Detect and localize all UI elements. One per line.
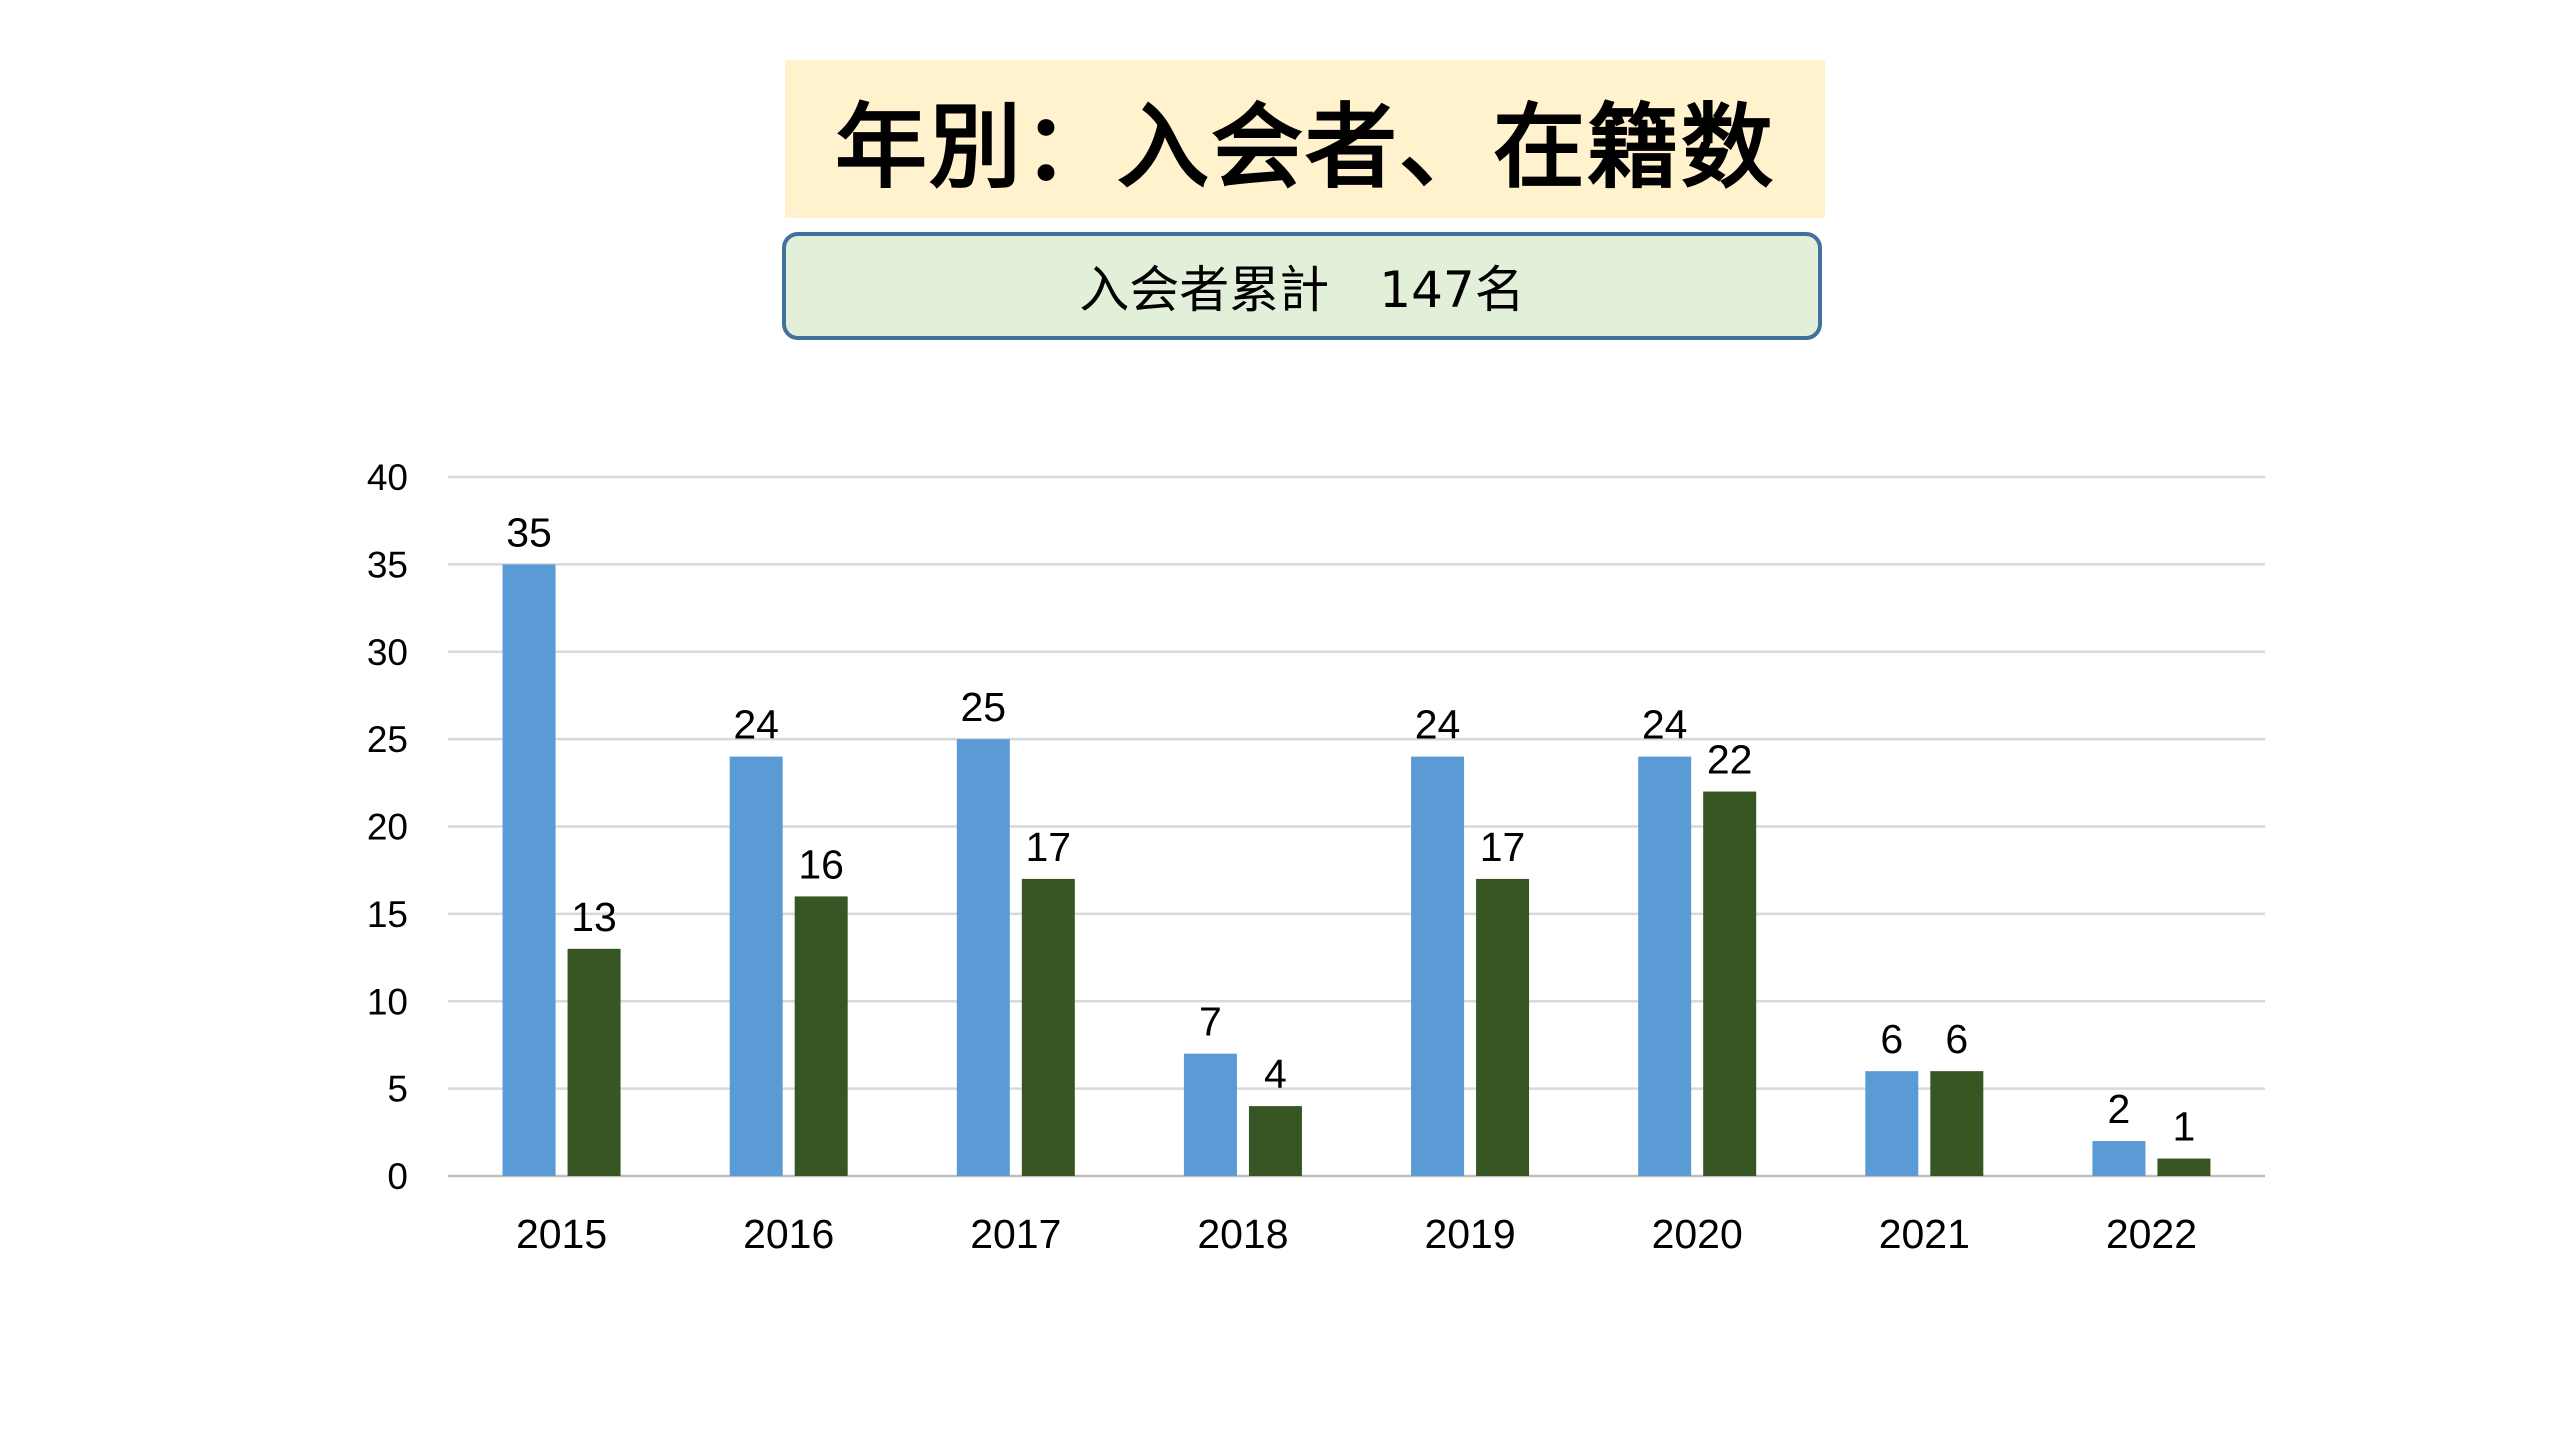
y-tick-label: 35 <box>367 544 408 585</box>
bar-2015-series-2 <box>567 948 621 1176</box>
bar-2018-series-1 <box>1183 1053 1237 1176</box>
bar-2020-series-2 <box>1703 791 1757 1176</box>
x-category-label: 2019 <box>1424 1211 1515 1257</box>
bar-2018-series-2 <box>1248 1106 1302 1176</box>
bar-2019-series-1 <box>1411 756 1465 1176</box>
y-tick-label: 15 <box>367 894 408 935</box>
x-category-label: 2022 <box>2106 1211 2197 1257</box>
bar-2015-series-1 <box>502 564 556 1176</box>
data-label: 2 <box>2108 1086 2131 1132</box>
bar-2021-series-1 <box>1865 1071 1919 1176</box>
x-axis-category-labels: 2015 2016 2017 2018 2019 2020 2021 2022 <box>516 1211 2197 1257</box>
data-label: 24 <box>1415 702 1461 748</box>
data-label: 25 <box>961 684 1007 730</box>
x-category-label: 2020 <box>1652 1211 1743 1257</box>
bar-2017-series-2 <box>1021 878 1075 1176</box>
bar-2022-series-1 <box>2092 1141 2146 1176</box>
data-label: 7 <box>1199 999 1222 1045</box>
y-tick-label: 0 <box>387 1156 408 1197</box>
y-axis-tick-labels: 0 5 10 15 20 25 30 35 40 <box>367 457 408 1197</box>
data-labels: 35 13 24 16 25 17 74 24 17 24 22 6 6 2 1 <box>506 509 2195 1149</box>
data-label: 17 <box>1026 824 1072 870</box>
bar-2016-series-1 <box>729 756 783 1176</box>
gridlines <box>448 475 2265 1178</box>
data-label: 35 <box>506 509 552 555</box>
bar-2016-series-2 <box>794 896 848 1176</box>
bar-2019-series-2 <box>1476 878 1530 1176</box>
x-category-label: 2016 <box>743 1211 834 1257</box>
y-tick-label: 10 <box>367 981 408 1022</box>
bar-2021-series-2 <box>1930 1071 1984 1176</box>
data-label: 4 <box>1264 1051 1287 1097</box>
data-label: 24 <box>1642 702 1688 748</box>
summary-box: 入会者累計 147名 <box>782 232 1822 340</box>
title-banner: 年別：入会者、在籍数 <box>785 60 1825 218</box>
bar-2020-series-1 <box>1638 756 1692 1176</box>
bar-2017-series-1 <box>956 739 1010 1176</box>
x-category-label: 2018 <box>1197 1211 1288 1257</box>
x-category-label: 2021 <box>1879 1211 1970 1257</box>
x-category-label: 2015 <box>516 1211 607 1257</box>
data-label: 6 <box>1880 1016 1903 1062</box>
data-label: 22 <box>1707 737 1753 783</box>
x-category-label: 2017 <box>970 1211 1061 1257</box>
data-label: 17 <box>1480 824 1526 870</box>
y-tick-label: 5 <box>387 1069 408 1110</box>
y-tick-label: 20 <box>367 807 408 848</box>
y-tick-label: 25 <box>367 719 408 760</box>
bars <box>502 564 2211 1176</box>
cumulative-members-text: 入会者累計 147名 <box>1079 261 1525 319</box>
y-tick-label: 40 <box>367 457 408 498</box>
page-title: 年別：入会者、在籍数 <box>834 93 1775 201</box>
y-tick-label: 30 <box>367 632 408 673</box>
data-label: 13 <box>571 894 617 940</box>
bar-2022-series-2 <box>2157 1158 2211 1176</box>
data-label: 16 <box>798 841 844 887</box>
data-label: 24 <box>733 702 779 748</box>
data-label: 1 <box>2173 1104 2196 1150</box>
data-label: 6 <box>1945 1016 1968 1062</box>
